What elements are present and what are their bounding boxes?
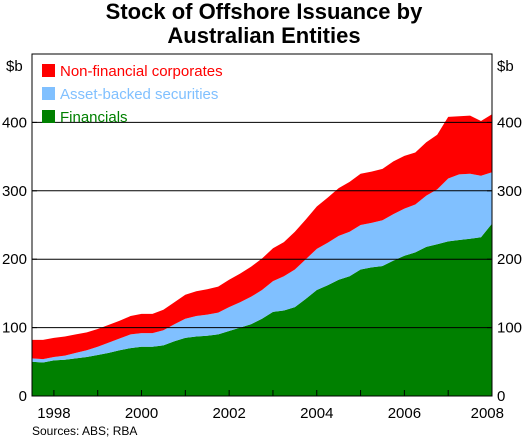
- legend-label-non-financial-corporates: Non-financial corporates: [60, 63, 223, 80]
- chart-title: Stock of Offshore Issuance by Australian…: [0, 0, 528, 48]
- plot-frame: [31, 53, 493, 397]
- y-tick-label-right-200: 200: [497, 251, 522, 268]
- y-tick-label-left-0: 0: [19, 388, 27, 405]
- x-tick-label-2004: 2004: [300, 405, 333, 422]
- y-tick-label-right-400: 400: [497, 114, 522, 131]
- y-axis-unit-left: $b: [6, 58, 23, 75]
- y-tick-label-left-100: 100: [2, 320, 27, 337]
- x-tick-label-2008: 2008: [471, 405, 504, 422]
- x-tick-label-1998: 1998: [37, 405, 70, 422]
- area-asset-backed-securities: [32, 172, 492, 363]
- legend: Non-financial corporates Asset-backed sec…: [42, 63, 223, 126]
- legend-swatch-non-financial-corporates: [42, 64, 55, 77]
- x-tick-label-2006: 2006: [388, 405, 421, 422]
- source-note: Sources: ABS; RBA: [32, 424, 138, 438]
- area-non-financial-corporates: [32, 114, 492, 360]
- axis-ticks: 0 0 100 100 200 200 300 300 400 400 1998 2000 2002 20…: [2, 114, 522, 422]
- y-axis-unit-right: $b: [497, 58, 514, 75]
- chart-title-line2: Australian Entities: [167, 23, 361, 48]
- legend-label-asset-backed-securities: Asset-backed securities: [60, 86, 218, 103]
- legend-swatch-financials: [42, 110, 55, 123]
- area-series-group: [32, 114, 492, 396]
- x-tick-label-2002: 2002: [212, 405, 245, 422]
- y-tick-label-left-200: 200: [2, 251, 27, 268]
- y-tick-label-left-400: 400: [2, 114, 27, 131]
- gridlines: [32, 121, 492, 329]
- x-tick-label-2000: 2000: [125, 405, 158, 422]
- chart-title-line1: Stock of Offshore Issuance by: [105, 0, 423, 24]
- y-tick-label-left-300: 300: [2, 183, 27, 200]
- area-financials: [32, 223, 492, 396]
- legend-label-financials: Financials: [60, 109, 128, 126]
- y-tick-label-right-300: 300: [497, 183, 522, 200]
- y-tick-label-right-100: 100: [497, 320, 522, 337]
- y-tick-label-right-0: 0: [497, 388, 505, 405]
- legend-swatch-asset-backed-securities: [42, 87, 55, 100]
